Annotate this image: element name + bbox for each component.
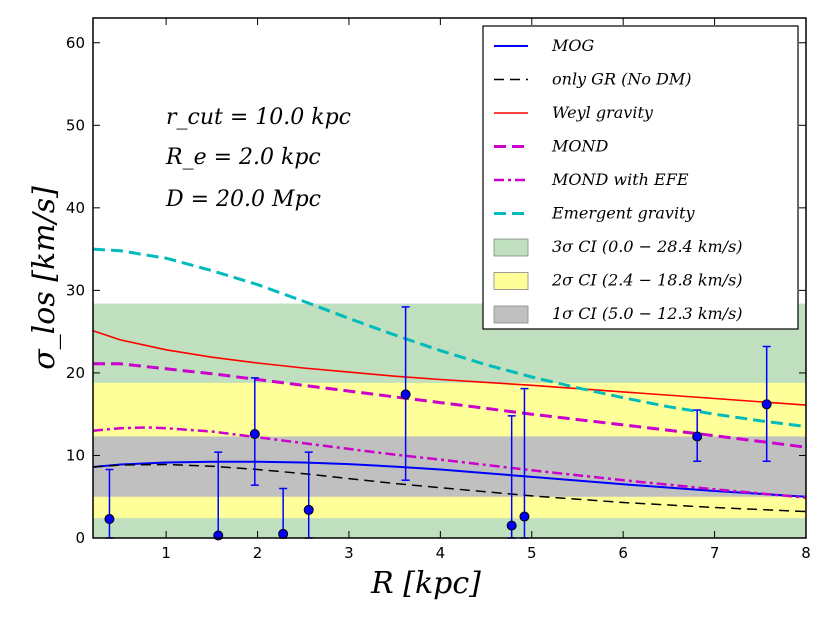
data-marker (692, 431, 703, 442)
y-tick-label: 30 (66, 281, 85, 299)
legend-box (482, 25, 799, 330)
y-tick-label: 40 (66, 199, 85, 217)
legend-swatch (493, 238, 529, 257)
annotation-distance: D = 20.0 Mpc (165, 187, 321, 212)
data-marker (303, 504, 314, 515)
series-line-only-gr-no-dm- (92, 463, 807, 513)
series-line-mond-with-efe (92, 426, 807, 499)
legend: MOG only GR (No DM) Weyl gravity MOND MOND w… (482, 25, 799, 330)
x-tick-label: 5 (527, 544, 537, 562)
x-tick-label: 8 (801, 544, 811, 562)
data-point (692, 409, 703, 462)
legend-label: Emergent gravity (551, 204, 696, 223)
data-point (506, 415, 517, 539)
legend-label: 2σ CI (2.4 − 18.8 km/s) (551, 271, 743, 290)
data-marker (249, 429, 260, 439)
data-point (761, 345, 772, 462)
legend-label: 3σ CI (0.0 − 28.4 km/s) (552, 237, 743, 256)
annotation-rcut: r_cut = 10.0 kpc (166, 105, 351, 130)
data-point (249, 377, 260, 486)
annotation-re: R_e = 2.0 kpc (165, 145, 321, 170)
y-tick-label: 20 (66, 364, 85, 382)
legend-entry: Weyl gravity (494, 103, 654, 122)
legend-label: MOG (551, 36, 595, 55)
data-marker (761, 399, 772, 410)
x-tick-label: 3 (344, 544, 354, 562)
axis-ticks: 1 2 3 4 5 6 7 8 0 10 20 30 40 50 60 (66, 18, 811, 562)
legend-entry: MOND with EFE (494, 170, 689, 189)
y-tick-label: 0 (75, 529, 85, 547)
legend-label: only GR (No DM) (552, 70, 692, 89)
confidence-bands (93, 303, 806, 538)
parameter-annotations: r_cut = 10.0 kpc R_e = 2.0 kpc D = 20.0 … (165, 105, 351, 212)
x-tick-label: 2 (253, 544, 263, 562)
legend-label: 1σ CI (5.0 − 12.3 km/s) (552, 304, 743, 323)
data-point (400, 306, 411, 481)
series-line-mog (92, 460, 807, 498)
legend-entry: 1σ CI (5.0 − 12.3 km/s) (493, 304, 743, 324)
x-tick-label: 4 (436, 544, 446, 562)
data-marker (400, 389, 411, 400)
x-tick-label: 1 (161, 544, 171, 562)
data-marker (506, 520, 517, 531)
x-tick-label: 7 (710, 544, 720, 562)
y-tick-label: 10 (66, 446, 85, 464)
legend-swatch (493, 305, 529, 324)
series-line-emergent-gravity (92, 247, 807, 429)
data-marker (104, 514, 115, 525)
y-tick-label: 50 (66, 116, 85, 134)
plot-frame (92, 17, 807, 539)
legend-entry: only GR (No DM) (494, 70, 692, 89)
legend-label: MOND (551, 137, 609, 156)
legend-entry: 2σ CI (2.4 − 18.8 km/s) (493, 271, 743, 290)
x-tick-label: 6 (618, 544, 628, 562)
series-line-weyl-gravity (92, 330, 807, 406)
legend-entry: MOND (494, 137, 609, 156)
legend-entry: 3σ CI (0.0 − 28.4 km/s) (493, 237, 743, 257)
model-curves (92, 247, 807, 513)
data-marker (278, 528, 289, 539)
x-axis-label: R [kpc] (370, 566, 481, 601)
legend-entry: MOG (494, 36, 595, 55)
data-marker (519, 511, 530, 522)
legend-entry: Emergent gravity (494, 204, 696, 223)
legend-label: MOND with EFE (551, 170, 689, 189)
legend-swatch (493, 272, 529, 290)
y-axis-label: σ_los [km/s] (27, 186, 62, 370)
series-line-mond (93, 362, 807, 449)
legend-label: Weyl gravity (552, 103, 654, 122)
y-tick-label: 60 (66, 34, 85, 52)
